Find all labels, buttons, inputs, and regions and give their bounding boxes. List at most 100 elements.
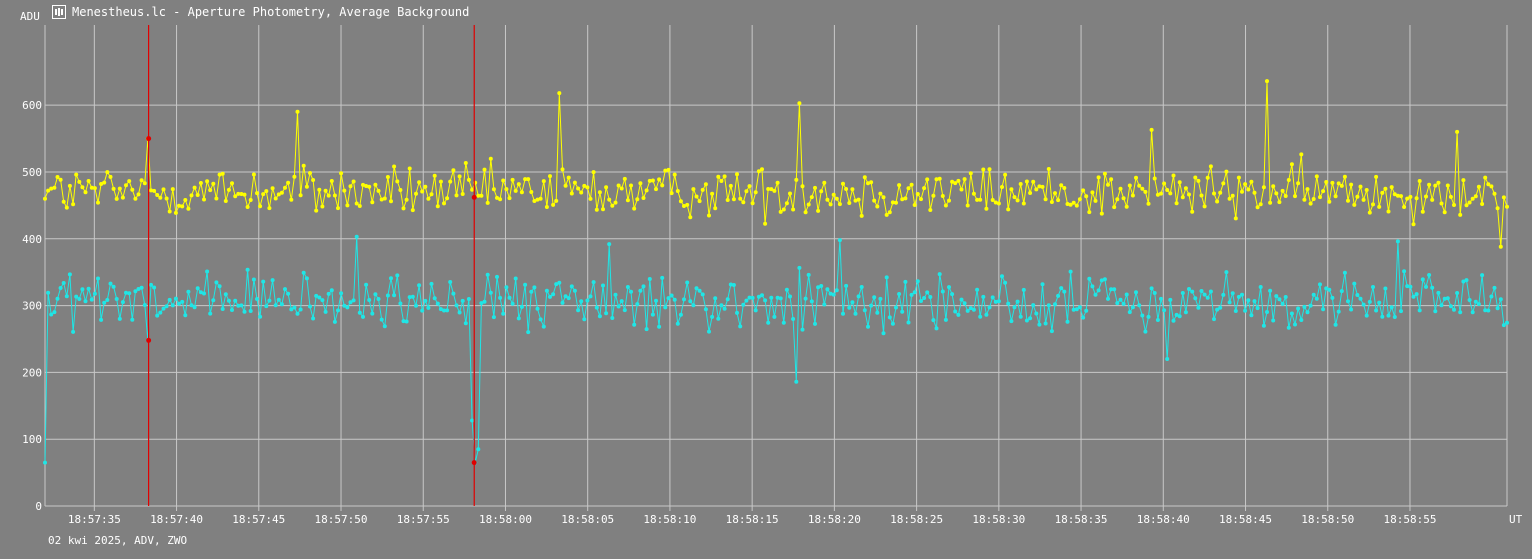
data-point <box>336 308 340 313</box>
data-point <box>367 184 372 189</box>
data-point <box>1152 291 1157 295</box>
data-point <box>937 272 942 277</box>
data-point <box>1395 193 1400 198</box>
data-point <box>283 185 287 190</box>
data-point <box>1274 294 1279 299</box>
data-point <box>1261 185 1266 190</box>
data-point <box>657 177 662 182</box>
data-point <box>1339 183 1344 188</box>
data-point <box>731 283 736 287</box>
data-point <box>289 307 294 312</box>
data-point <box>1053 302 1057 307</box>
data-point <box>1099 211 1104 216</box>
data-point <box>841 311 845 316</box>
data-point <box>894 200 898 205</box>
data-point <box>108 174 113 179</box>
data-point <box>482 299 487 304</box>
data-point <box>1024 179 1029 184</box>
data-point <box>1109 287 1114 292</box>
data-point <box>741 302 746 307</box>
data-point <box>1308 201 1313 206</box>
data-point <box>410 208 415 213</box>
data-point <box>1124 292 1129 297</box>
data-point <box>339 291 344 296</box>
data-point <box>445 308 450 313</box>
data-point <box>572 180 577 185</box>
data-point <box>1230 193 1235 198</box>
data-point <box>242 192 247 197</box>
data-point <box>1183 186 1188 191</box>
data-point <box>64 205 69 210</box>
data-point <box>1483 308 1488 313</box>
data-point <box>139 285 144 290</box>
time-markers[interactable] <box>146 25 477 506</box>
data-point <box>716 174 721 179</box>
data-point <box>248 309 253 313</box>
data-point <box>1411 294 1416 299</box>
data-point <box>1021 287 1026 292</box>
data-point <box>1486 182 1491 187</box>
data-point <box>728 183 733 188</box>
data-point <box>1280 301 1285 306</box>
data-point <box>1187 192 1191 197</box>
data-point <box>208 188 213 193</box>
data-point <box>1074 203 1079 208</box>
data-point <box>1180 291 1185 295</box>
data-point <box>470 418 475 423</box>
data-point <box>1034 187 1039 192</box>
data-point <box>953 309 958 314</box>
data-point <box>869 303 874 308</box>
data-point <box>1402 205 1407 209</box>
data-point <box>198 290 203 295</box>
data-point <box>71 329 76 334</box>
data-point <box>133 289 138 294</box>
data-point <box>1311 197 1316 201</box>
data-point <box>348 184 353 189</box>
data-point <box>476 193 481 198</box>
data-point <box>49 312 54 317</box>
data-point <box>1433 183 1438 188</box>
data-point <box>1003 280 1008 285</box>
data-point <box>669 293 674 298</box>
data-point <box>233 194 238 199</box>
data-point <box>1236 294 1241 299</box>
data-point <box>1112 287 1117 292</box>
data-point <box>1093 198 1098 203</box>
data-point <box>800 327 805 332</box>
data-point <box>1021 201 1026 206</box>
data-point <box>1371 202 1375 207</box>
data-point <box>691 187 696 192</box>
data-point <box>74 294 79 299</box>
data-point <box>869 180 874 185</box>
data-point <box>1367 210 1372 215</box>
data-point <box>859 285 864 289</box>
data-point <box>1389 185 1394 190</box>
data-point <box>1302 197 1307 202</box>
data-point <box>887 210 892 215</box>
data-point <box>925 177 930 182</box>
data-point <box>803 210 808 215</box>
data-point <box>647 277 652 281</box>
data-point <box>1124 204 1129 209</box>
data-point <box>164 196 169 201</box>
data-point <box>669 191 674 196</box>
data-point <box>993 299 998 304</box>
data-point <box>591 280 596 285</box>
data-point <box>1333 194 1338 199</box>
data-point <box>660 275 665 280</box>
data-point <box>766 187 771 191</box>
data-point <box>529 190 534 194</box>
data-point <box>1174 312 1179 317</box>
data-point <box>1121 301 1126 306</box>
data-point <box>142 181 147 186</box>
data-point <box>1249 313 1254 318</box>
data-point <box>1187 287 1191 291</box>
data-point <box>1056 198 1061 203</box>
data-point <box>1018 314 1023 319</box>
data-point <box>1452 203 1456 207</box>
lightcurve-app-icon[interactable] <box>52 5 66 19</box>
data-point <box>317 187 322 192</box>
data-point <box>96 276 100 281</box>
data-point <box>950 179 955 184</box>
